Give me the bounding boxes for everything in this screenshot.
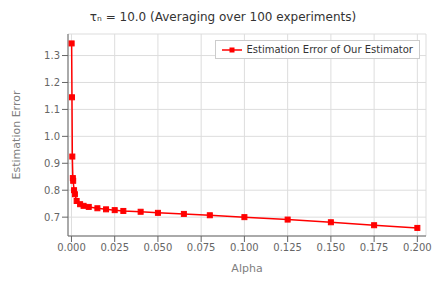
- svg-text:1.1: 1.1: [44, 104, 60, 115]
- svg-text:0.000: 0.000: [57, 242, 86, 253]
- svg-text:0.025: 0.025: [100, 242, 129, 253]
- svg-text:0.100: 0.100: [230, 242, 259, 253]
- svg-text:0.9: 0.9: [44, 158, 60, 169]
- svg-text:0.8: 0.8: [44, 185, 60, 196]
- html-text:Estimation Error of Our Estima: Estimation Error of Our Estimator: [246, 44, 413, 55]
- svg-text:Alpha: Alpha: [231, 262, 262, 275]
- svg-text:0.125: 0.125: [273, 242, 302, 253]
- svg-text:0.175: 0.175: [360, 242, 389, 253]
- svg-text:0.7: 0.7: [44, 212, 60, 223]
- svg-text:1.3: 1.3: [44, 50, 60, 61]
- html-text:τₙ = 10.0 (Averaging over 100: τₙ = 10.0 (Averaging over 100 experiment…: [89, 10, 357, 24]
- svg-text:1.0: 1.0: [44, 131, 60, 142]
- svg-text:0.200: 0.200: [403, 242, 432, 253]
- svg-text:0.150: 0.150: [317, 242, 346, 253]
- svg-text:0.050: 0.050: [144, 242, 173, 253]
- svg-text:0.075: 0.075: [187, 242, 216, 253]
- svg-text:Estimation Error: Estimation Error: [10, 90, 23, 179]
- svg-text:1.2: 1.2: [44, 77, 60, 88]
